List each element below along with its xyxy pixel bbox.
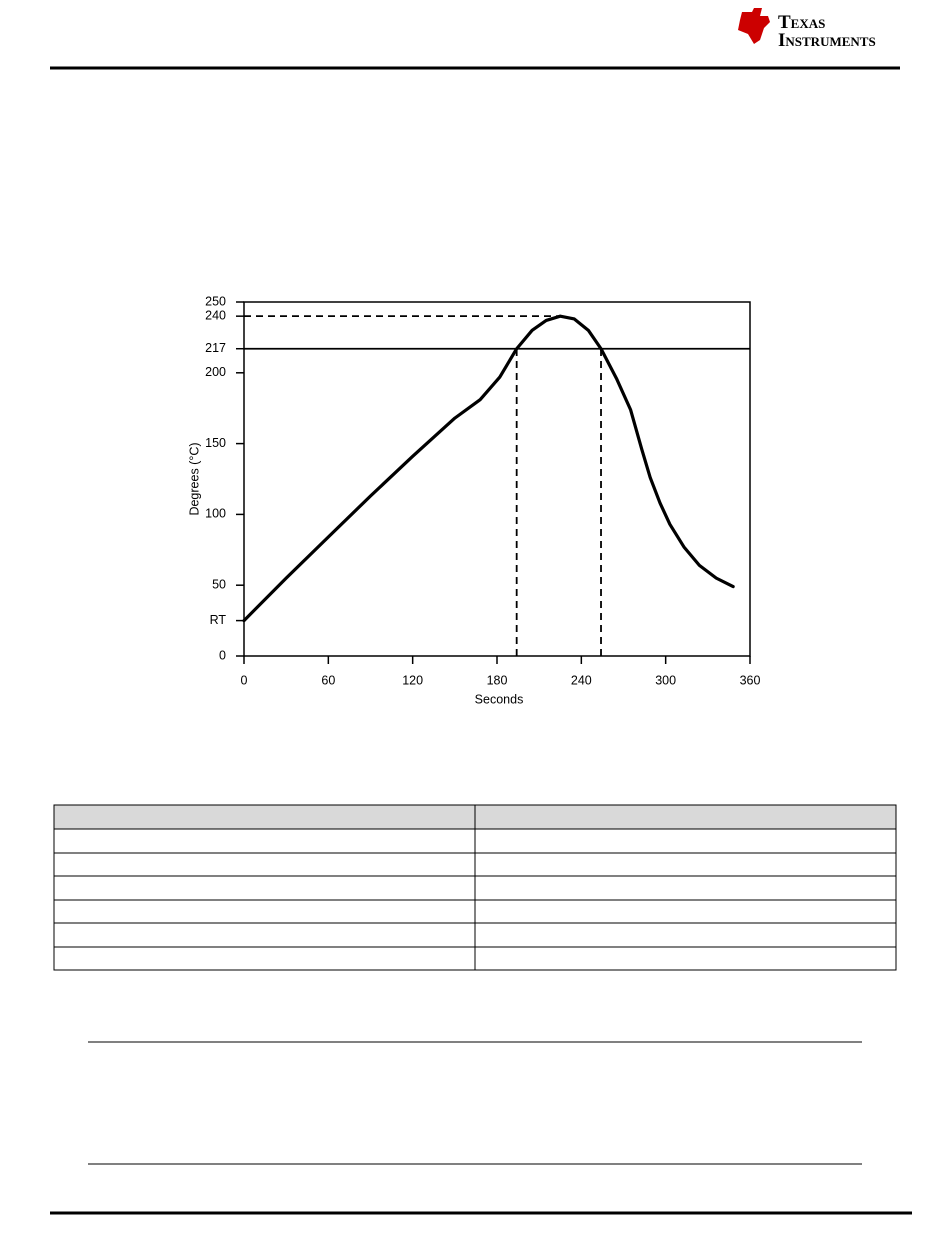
x-tick-label: 180 (487, 673, 508, 687)
logo-mark (738, 8, 770, 44)
y-axis-label: Degrees (°C) (187, 442, 201, 515)
y-tick-label: 217 (205, 341, 226, 355)
x-tick-label: 120 (402, 673, 423, 687)
x-tick-label: 360 (740, 673, 761, 687)
table (53, 804, 897, 971)
y-tick-label: 250 (205, 294, 226, 308)
y-tick-label: 0 (219, 648, 226, 662)
y-tick-label: 100 (205, 507, 226, 521)
y-tick-label: 200 (205, 365, 226, 379)
logo-text: Texas (778, 12, 825, 33)
temperature-curve (242, 314, 735, 623)
y-tick-label: 240 (205, 308, 226, 322)
x-axis-label: Seconds (475, 692, 524, 706)
y-tick-label: 150 (205, 436, 226, 450)
y-tick-label: RT (210, 613, 227, 627)
logo-text: Instruments (778, 30, 876, 51)
y-tick-label: 50 (212, 577, 226, 591)
plot-frame (243, 301, 751, 657)
x-tick-label: 300 (655, 673, 676, 687)
x-tick-label: 0 (241, 673, 248, 687)
x-tick-label: 240 (571, 673, 592, 687)
x-tick-label: 60 (321, 673, 335, 687)
